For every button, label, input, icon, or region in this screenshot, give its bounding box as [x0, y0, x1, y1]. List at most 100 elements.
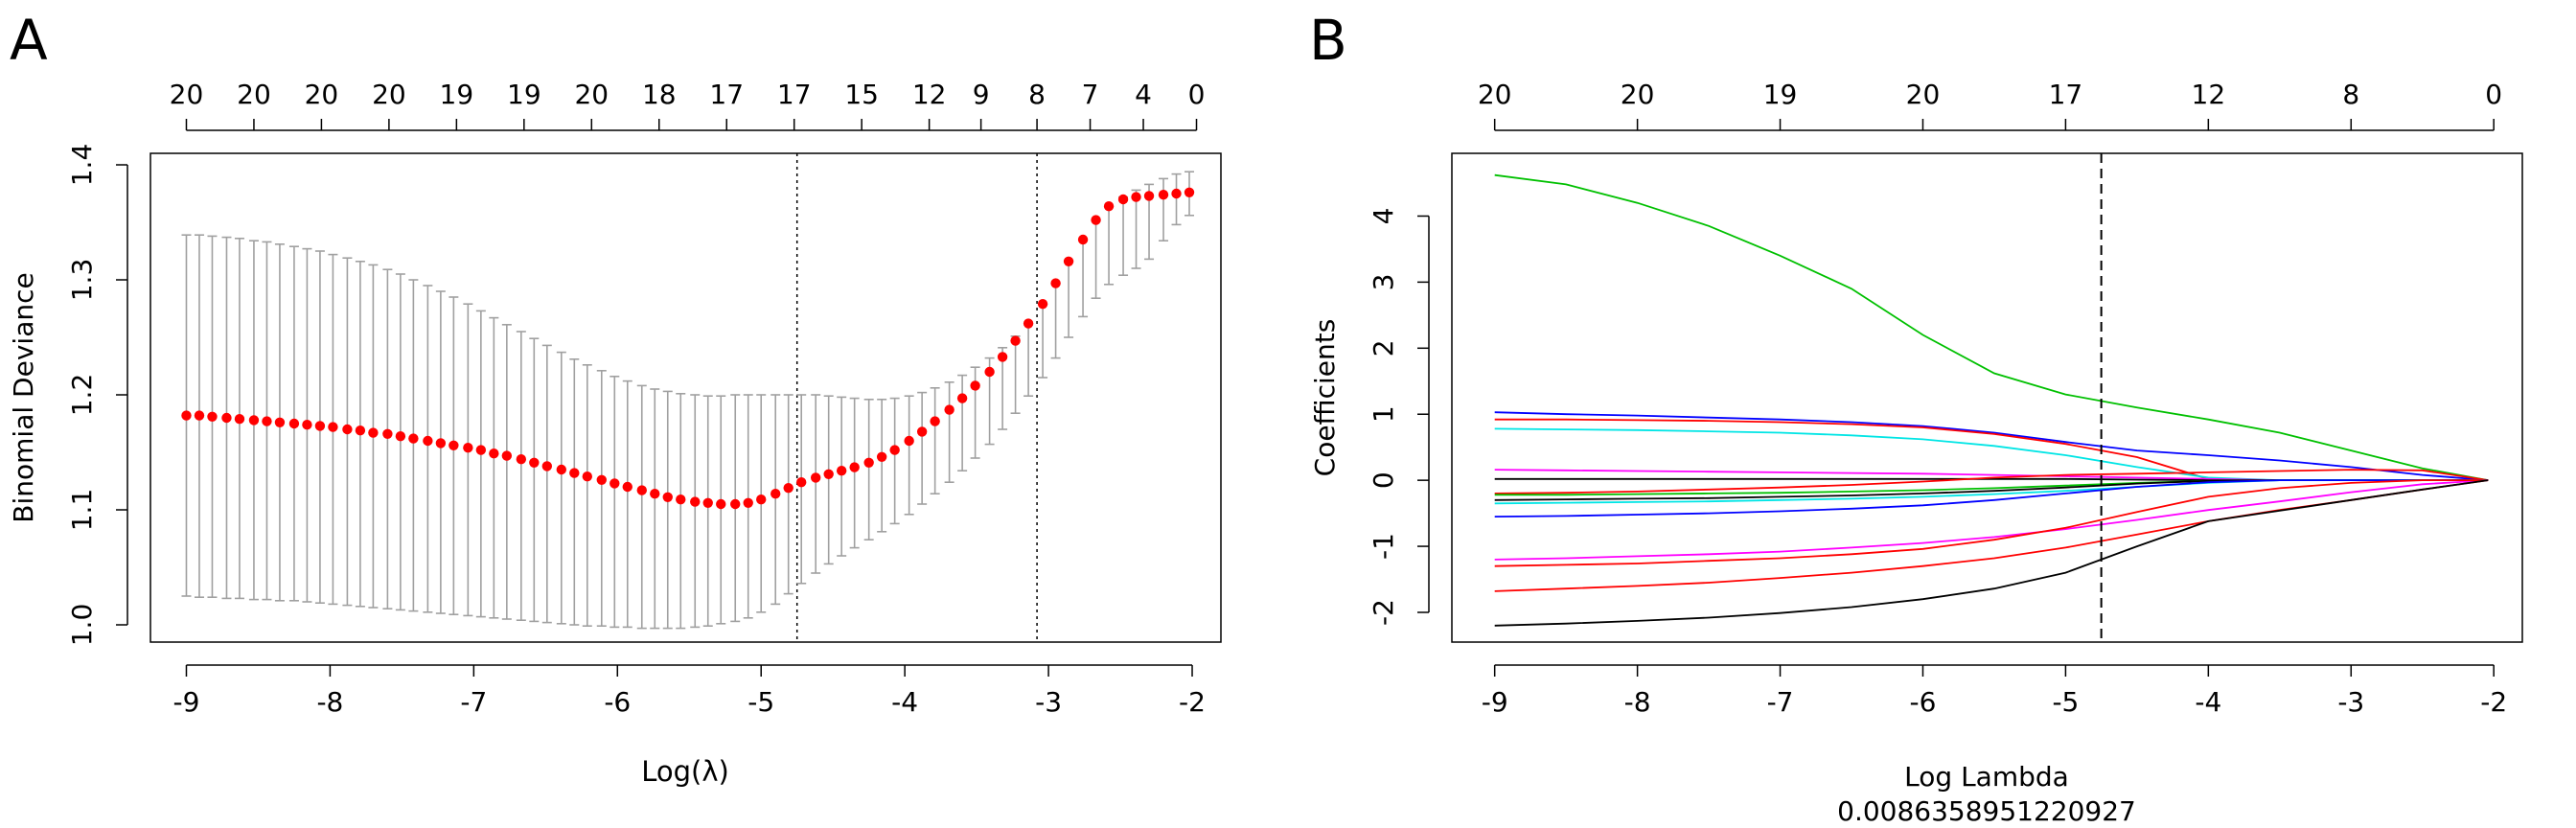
- panel-a-deviance-point: [448, 440, 459, 450]
- panel-b-coef-path-v11: [1494, 479, 2489, 518]
- panel-a-deviance-point: [234, 414, 245, 425]
- panel-a-deviance-point: [1103, 201, 1115, 212]
- panel-b-y-tick-label: 4: [1368, 208, 1399, 225]
- panel-a-y-tick-label: 1.2: [66, 374, 98, 417]
- panel-a-deviance-point: [876, 451, 887, 462]
- panel-a-top-count-label: 17: [777, 79, 812, 110]
- panel-a-deviance-point: [610, 478, 620, 489]
- panel-a-x-tick-label: -6: [604, 686, 631, 718]
- panel-a-deviance-point: [676, 494, 686, 505]
- panel-a-x-axis-label: Log(λ): [641, 755, 729, 788]
- panel-a-deviance-point: [1037, 299, 1048, 310]
- panel-a-deviance-point: [423, 435, 433, 447]
- panel-a-deviance-point: [662, 492, 673, 502]
- panel-b-x-tick-label: -4: [2195, 686, 2221, 718]
- panel-a-deviance-point: [529, 457, 540, 468]
- panel-b-coef-path-v13: [1494, 479, 2489, 567]
- panel-b-coef-path-v4: [1494, 427, 2489, 482]
- panel-b-x-tick-label: -2: [2480, 686, 2507, 718]
- panel-b-top-count-label: 12: [2192, 79, 2226, 110]
- panel-a-deviance-point: [541, 461, 553, 472]
- panel-a-top-count-label: 19: [440, 79, 474, 110]
- panel-a-deviance-point: [368, 427, 379, 438]
- panel-a-x-tick-label: -8: [316, 686, 343, 718]
- panel-a-deviance-point: [984, 366, 995, 378]
- panel-b-y-tick-label: -2: [1368, 599, 1399, 626]
- panel-a-top-count-label: 19: [507, 79, 541, 110]
- panel-a-deviance-point: [556, 464, 567, 475]
- panel-a-top-count-label: 20: [305, 79, 339, 110]
- panel-a-deviance-point: [221, 412, 232, 424]
- panel-b-coef-path-v2: [1494, 411, 2489, 481]
- panel-a-deviance-point: [489, 448, 499, 459]
- panel-a-deviance-point: [207, 411, 218, 422]
- panel-a-deviance-point: [1117, 194, 1129, 205]
- panel-a-top-count-label: 18: [642, 79, 677, 110]
- panel-a-deviance-point: [690, 496, 701, 507]
- panel-b-top-count-label: 20: [1478, 79, 1512, 110]
- panel-a-top-count-label: 9: [973, 79, 990, 110]
- panel-a-top-count-label: 20: [574, 79, 609, 110]
- panel-a-deviance-point: [302, 420, 312, 430]
- panel-a-top-count-label: 20: [237, 79, 271, 110]
- panel-a-deviance-point: [956, 393, 968, 403]
- panel-b-x-tick-label: -9: [1482, 686, 1508, 718]
- panel-a-deviance-point: [823, 469, 834, 479]
- panel-a-deviance-point: [970, 380, 980, 391]
- panel-a-deviance-point: [1063, 256, 1074, 266]
- panel-a: A -9 -8 -7 -6 -5 -4 -3 -2 1.0 1.1 1.2 1.3 1.4 20 20 20 2…: [8, 8, 1222, 788]
- panel-a-deviance-point: [516, 454, 527, 465]
- panel-a-deviance-point: [395, 431, 406, 442]
- panel-a-top-count-label: 0: [1188, 79, 1206, 110]
- panel-a-deviance-point: [997, 352, 1008, 362]
- panel-b-lambda-value: 0.0086358951220927: [1837, 795, 2136, 827]
- panel-a-deviance-point: [262, 416, 272, 426]
- panel-a-deviance-point: [1077, 234, 1089, 245]
- panel-a-deviance-point: [1010, 335, 1021, 346]
- panel-b-y-tick-label: -1: [1368, 533, 1399, 560]
- panel-a-deviance-point: [288, 418, 300, 429]
- panel-a-deviance-point: [702, 497, 713, 508]
- panel-a-deviance-point: [930, 416, 940, 426]
- panel-a-deviance-point: [328, 422, 338, 432]
- panel-b-x-tick-label: -6: [1910, 686, 1937, 718]
- panel-a-deviance-point: [650, 489, 660, 499]
- panel-b-plot-frame: [1451, 152, 2523, 643]
- panel-a-deviance-point: [916, 426, 928, 437]
- panel-b-y-tick-label: 0: [1368, 472, 1399, 489]
- panel-a-deviance-point: [382, 428, 393, 439]
- panel-a-deviance-point: [355, 426, 366, 436]
- panel-b-top-count-label: 19: [1763, 79, 1798, 110]
- panel-a-deviance-point: [1171, 188, 1182, 199]
- panel-a-deviance-point: [342, 424, 353, 435]
- panel-a-deviance-point: [435, 438, 447, 448]
- panel-a-deviance-point: [248, 415, 260, 426]
- panel-a-y-tick-label: 1.0: [66, 604, 98, 647]
- panel-b-coef-path-v14: [1494, 479, 2489, 592]
- panel-b-coef-path-v8: [1494, 479, 2489, 496]
- panel-a-y-tick-label: 1.4: [66, 144, 98, 187]
- panel-a-deviance-point: [783, 483, 794, 494]
- panel-b-coef-path-v15: [1494, 479, 2489, 627]
- panel-a-deviance-point: [743, 497, 753, 508]
- panel-b-coef-path-v1: [1494, 173, 2489, 481]
- panel-a-deviance-point: [836, 466, 847, 476]
- panel-b-marks: [1494, 153, 2489, 642]
- panel-b-y-tick-label: 1: [1368, 405, 1399, 423]
- panel-a-deviance-point: [194, 410, 205, 421]
- panel-b-x-tick-label: -8: [1624, 686, 1651, 718]
- panel-a-deviance-point: [863, 457, 874, 468]
- panel-b-y-tick-label: 3: [1368, 273, 1399, 290]
- panel-b-top-count-label: 8: [2342, 79, 2359, 110]
- panel-b-coef-path-v7: [1494, 469, 2489, 494]
- panel-a-deviance-point: [944, 404, 954, 415]
- panel-a-deviance-point: [770, 489, 781, 499]
- panel-a-deviance-point: [274, 417, 286, 427]
- panel-a-top-count-label: 8: [1028, 79, 1046, 110]
- panel-a-top-count-label: 4: [1135, 79, 1152, 110]
- panel-b-top-count-label: 0: [2485, 79, 2502, 110]
- panel-a-top-count-label: 17: [709, 79, 744, 110]
- panel-a-x-tick-label: -5: [748, 686, 774, 718]
